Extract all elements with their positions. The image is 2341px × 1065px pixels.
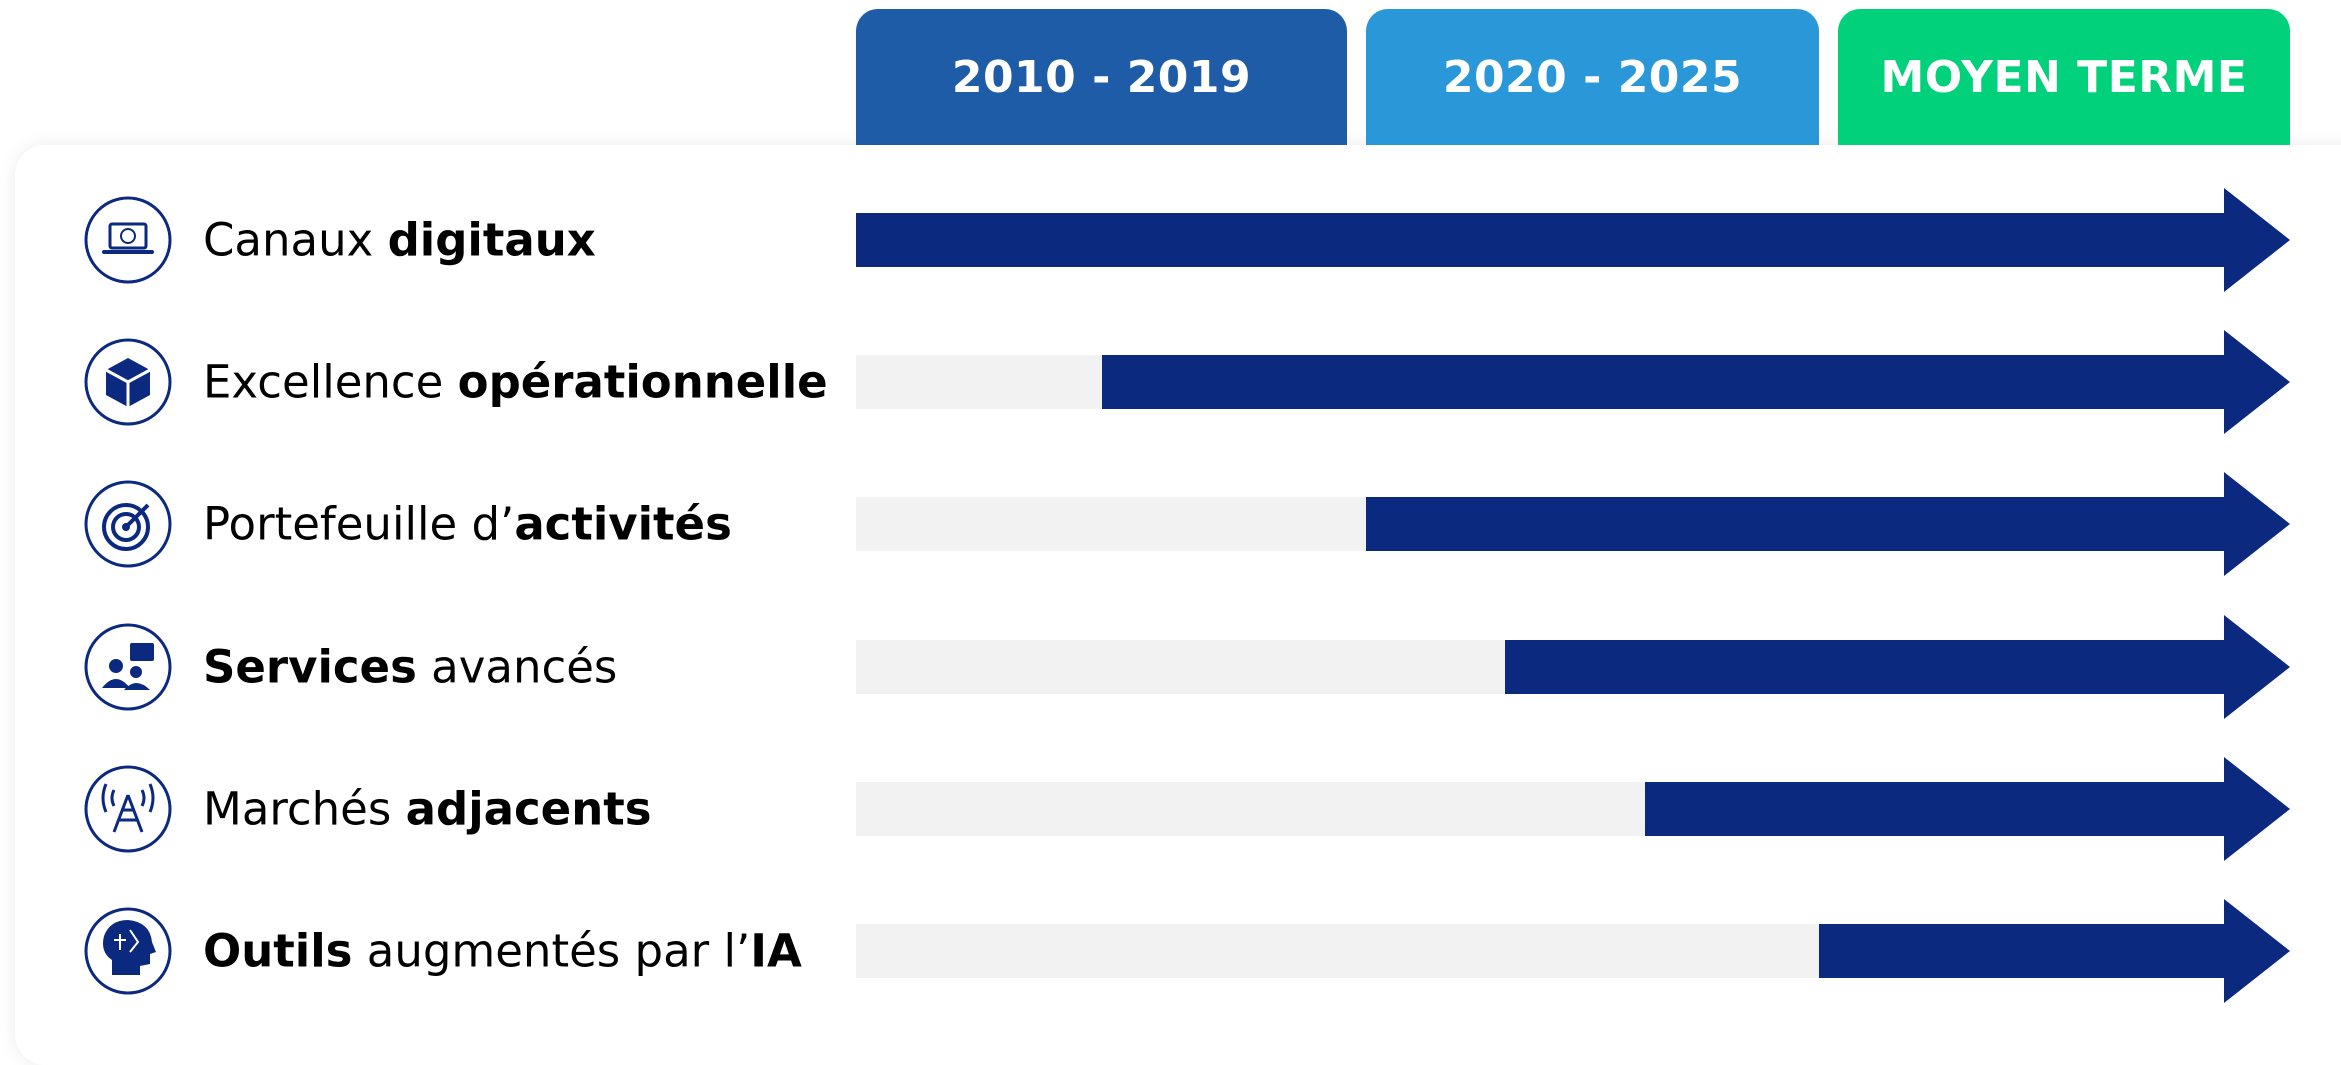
row-label: Services avancés [203, 641, 617, 694]
icon [84, 907, 172, 995]
label-part: Portefeuille d’ [203, 497, 515, 551]
row-label: Outils augmentés par l’IA [203, 925, 802, 978]
icon [84, 196, 172, 284]
icon-glyphs [101, 222, 156, 975]
label-part: Canaux [203, 213, 388, 267]
icons [84, 196, 172, 995]
label-part: IA [750, 924, 802, 978]
icon [84, 480, 172, 568]
row-label: Portefeuille d’activités [203, 498, 732, 551]
period-tab: MOYEN TERME [1838, 9, 2290, 145]
period-label: MOYEN TERME [1880, 51, 2248, 103]
label-part: augmentés par l’ [352, 924, 751, 978]
card [15, 145, 2341, 1065]
label-part: Excellence [203, 355, 458, 409]
arrow [1505, 615, 2290, 719]
period-tab: 2020 - 2025 [1366, 9, 1819, 145]
arrow [1819, 899, 2290, 1003]
icon [84, 338, 172, 426]
arrow [1645, 757, 2290, 861]
label-part: activités [514, 497, 732, 551]
icon [84, 765, 172, 853]
bars [84, 188, 2290, 1003]
label-part: opérationnelle [457, 355, 828, 409]
label-part: Services [203, 640, 417, 694]
period-label: 2010 - 2019 [951, 51, 1252, 103]
row-label: Excellence opérationnelle [203, 356, 828, 409]
period-tab: 2010 - 2019 [856, 9, 1347, 145]
roadmap: {"header": {"periods": [ {"text": "2010 … [84, 9, 2290, 1003]
label-part: adjacents [405, 782, 652, 836]
row-label: Canaux digitaux [203, 214, 596, 267]
label-part: digitaux [387, 213, 596, 267]
row-label: Marchés adjacents [203, 783, 652, 836]
arrow [856, 188, 2290, 292]
label-part: Marchés [203, 782, 406, 836]
label-part: avancés [416, 640, 618, 694]
period-label: 2020 - 2025 [1442, 51, 1743, 103]
icon [84, 623, 172, 711]
arrow [1102, 330, 2290, 434]
label-part: Outils [203, 924, 353, 978]
arrow [1366, 472, 2290, 576]
